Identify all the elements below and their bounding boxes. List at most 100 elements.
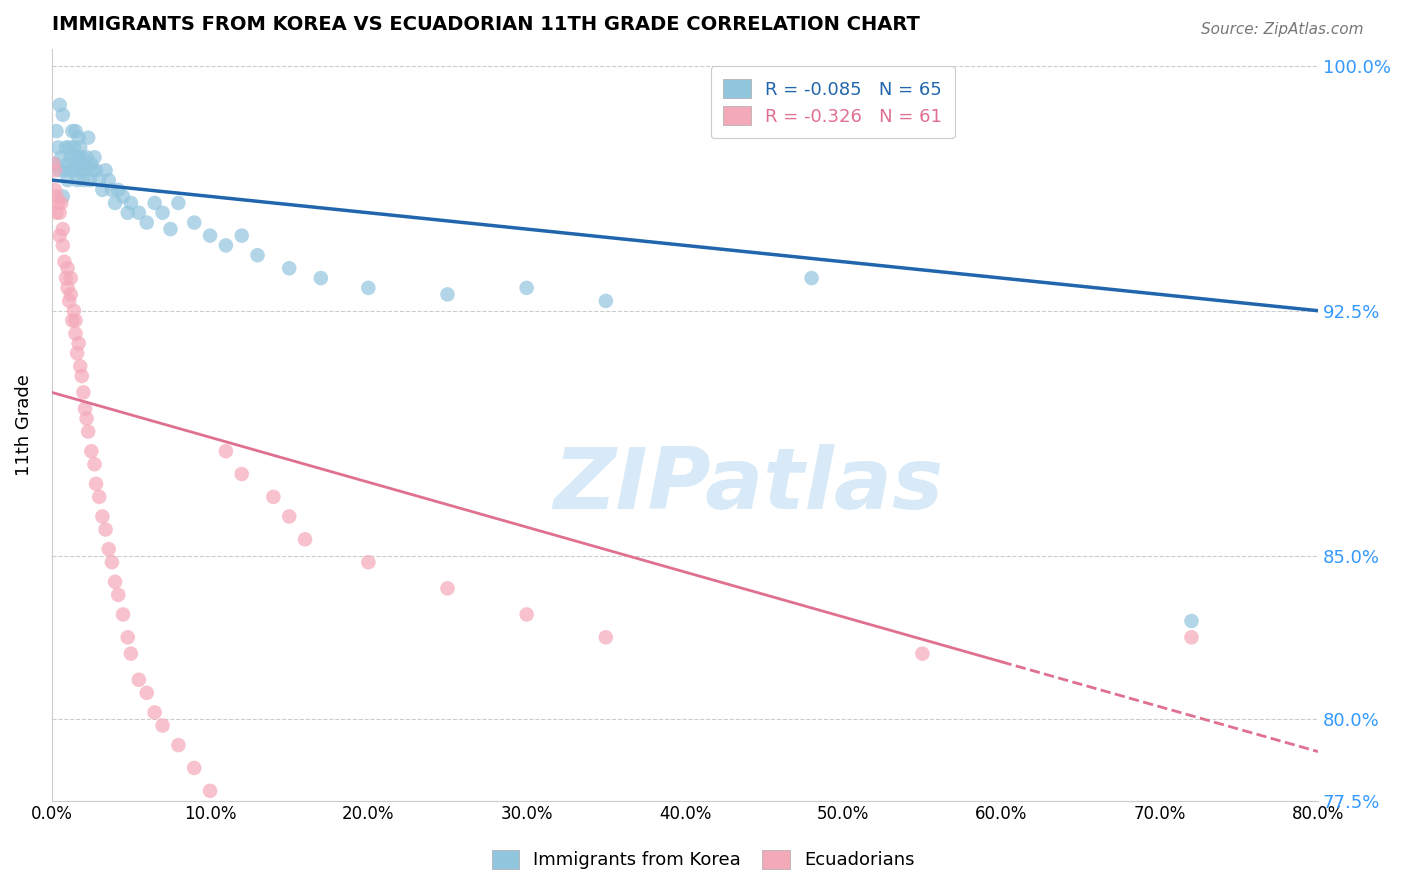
Point bbox=[60, 313, 83, 327]
Point bbox=[53, 254, 76, 268]
Point bbox=[44, 163, 66, 178]
Point bbox=[357, 281, 380, 295]
Point bbox=[128, 206, 150, 220]
Point bbox=[94, 163, 117, 178]
Point bbox=[52, 238, 75, 252]
Point bbox=[59, 163, 82, 178]
Point bbox=[52, 108, 75, 122]
Point bbox=[278, 509, 301, 524]
Point bbox=[48, 98, 70, 112]
Point bbox=[107, 588, 129, 602]
Point bbox=[135, 686, 157, 700]
Point bbox=[357, 555, 380, 569]
Point bbox=[52, 222, 75, 236]
Point bbox=[65, 326, 87, 341]
Point bbox=[91, 509, 114, 524]
Point bbox=[83, 150, 105, 164]
Point bbox=[1180, 614, 1202, 628]
Point bbox=[72, 157, 94, 171]
Point bbox=[231, 467, 253, 481]
Point bbox=[65, 150, 87, 164]
Point bbox=[72, 385, 94, 400]
Point bbox=[262, 490, 284, 504]
Point bbox=[152, 718, 174, 732]
Point bbox=[48, 228, 70, 243]
Point bbox=[143, 196, 166, 211]
Point bbox=[294, 533, 316, 547]
Point bbox=[65, 124, 87, 138]
Point bbox=[58, 140, 80, 154]
Point bbox=[77, 130, 100, 145]
Point bbox=[117, 630, 139, 644]
Point bbox=[595, 293, 617, 308]
Point bbox=[46, 140, 69, 154]
Point bbox=[59, 271, 82, 285]
Point bbox=[152, 206, 174, 220]
Point bbox=[69, 163, 91, 178]
Point bbox=[215, 444, 238, 458]
Point bbox=[436, 287, 458, 301]
Point bbox=[63, 303, 86, 318]
Point bbox=[107, 183, 129, 197]
Point bbox=[51, 150, 73, 164]
Point bbox=[63, 163, 86, 178]
Point bbox=[45, 206, 67, 220]
Point bbox=[278, 261, 301, 276]
Point bbox=[66, 173, 89, 187]
Point bbox=[183, 761, 205, 775]
Point bbox=[53, 163, 76, 178]
Point bbox=[104, 574, 127, 589]
Point bbox=[101, 183, 124, 197]
Point bbox=[66, 346, 89, 360]
Point bbox=[56, 281, 79, 295]
Point bbox=[83, 457, 105, 471]
Point bbox=[91, 183, 114, 197]
Point bbox=[48, 163, 70, 178]
Point bbox=[800, 271, 823, 285]
Point bbox=[45, 124, 67, 138]
Point bbox=[59, 150, 82, 164]
Point bbox=[128, 673, 150, 687]
Point bbox=[1180, 630, 1202, 644]
Point bbox=[44, 157, 66, 171]
Point bbox=[120, 196, 142, 211]
Point bbox=[84, 163, 107, 178]
Point bbox=[84, 476, 107, 491]
Point bbox=[46, 196, 69, 211]
Point bbox=[89, 490, 111, 504]
Point bbox=[67, 130, 90, 145]
Point bbox=[80, 157, 103, 171]
Point bbox=[595, 630, 617, 644]
Point bbox=[309, 271, 332, 285]
Point bbox=[69, 140, 91, 154]
Point bbox=[63, 140, 86, 154]
Point bbox=[911, 647, 934, 661]
Point bbox=[56, 173, 79, 187]
Point bbox=[48, 206, 70, 220]
Point bbox=[76, 411, 98, 425]
Point bbox=[167, 738, 190, 752]
Point bbox=[117, 206, 139, 220]
Text: Source: ZipAtlas.com: Source: ZipAtlas.com bbox=[1201, 22, 1364, 37]
Point bbox=[198, 784, 221, 798]
Point bbox=[97, 173, 120, 187]
Legend: R = -0.085   N = 65, R = -0.326   N = 61: R = -0.085 N = 65, R = -0.326 N = 61 bbox=[711, 66, 955, 138]
Point bbox=[59, 287, 82, 301]
Point bbox=[42, 157, 65, 171]
Point bbox=[167, 196, 190, 211]
Point bbox=[120, 647, 142, 661]
Point bbox=[52, 189, 75, 203]
Point bbox=[198, 228, 221, 243]
Point bbox=[111, 607, 134, 622]
Point bbox=[246, 248, 269, 262]
Point bbox=[159, 222, 181, 236]
Point bbox=[70, 369, 93, 384]
Point bbox=[44, 183, 66, 197]
Text: ZIPatlas: ZIPatlas bbox=[553, 443, 943, 526]
Point bbox=[82, 163, 104, 178]
Point bbox=[104, 196, 127, 211]
Point bbox=[516, 281, 538, 295]
Point bbox=[67, 150, 90, 164]
Point bbox=[101, 555, 124, 569]
Point bbox=[436, 582, 458, 596]
